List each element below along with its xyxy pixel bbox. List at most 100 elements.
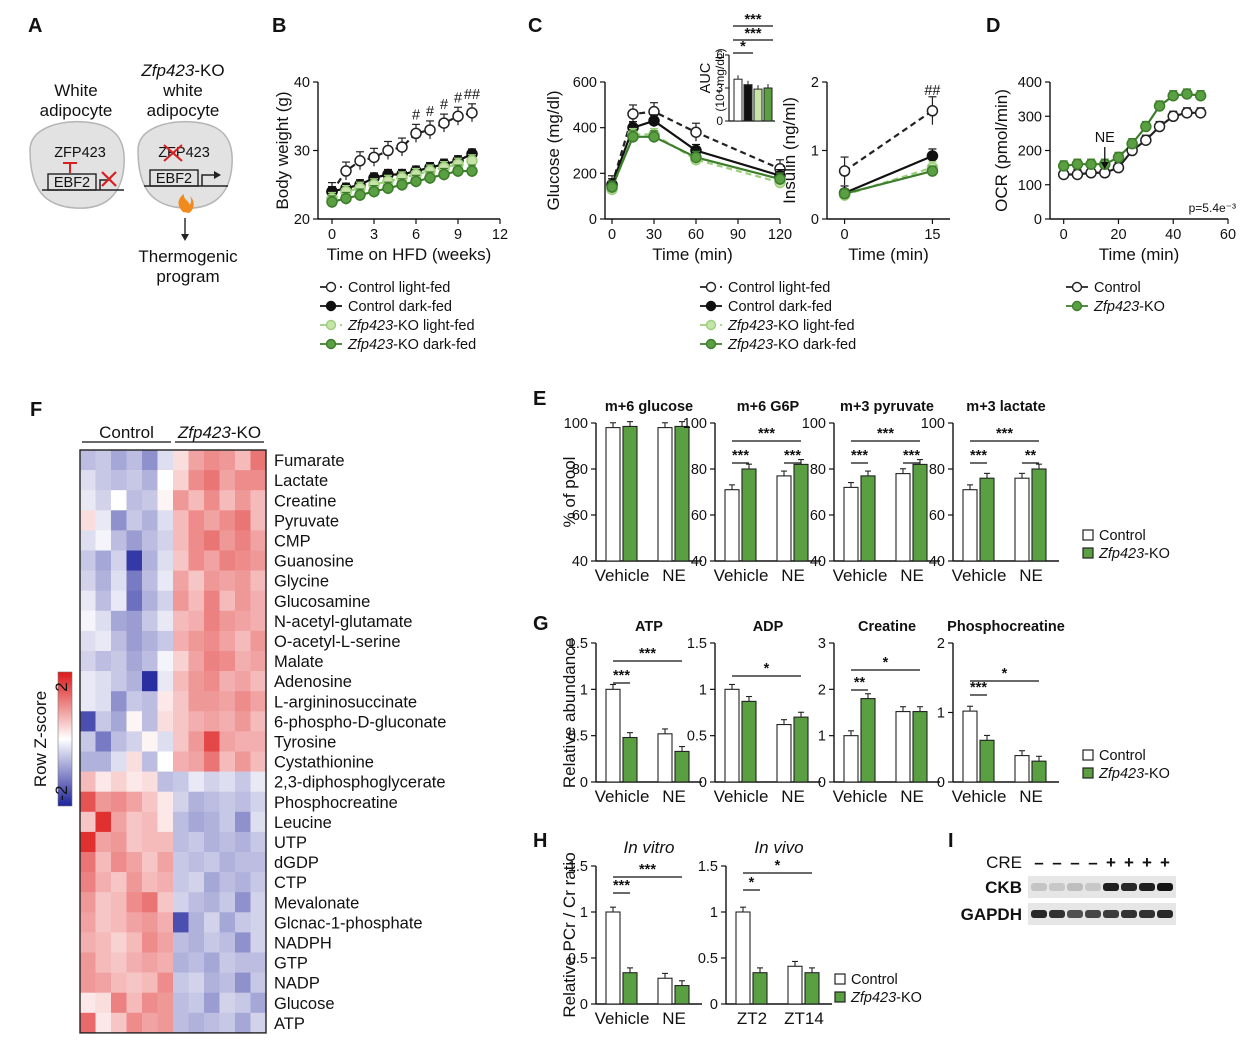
g1-subpanel-title: ATP [635,619,663,635]
block-cross-icon [101,171,117,187]
b-data-point [438,117,450,129]
g1-category-label: NE [662,787,686,806]
e4-significance-stars: ** [1025,448,1037,464]
e4-significance-stars: *** [996,426,1013,442]
h1-y-tick-label: 0 [580,997,588,1013]
heatmap-cell [126,912,143,933]
g4-bar [979,739,995,783]
e4-y-tick-label: 100 [921,416,945,432]
heatmap-cell [219,671,236,692]
b-significance-hash: # [454,90,462,106]
heatmap-cell [173,691,189,712]
panel-a-schematic: White adipocyte Zfp423-KO white adipocyt… [29,61,238,286]
heatmap-cell [188,771,205,792]
c1-x-tick-label: 90 [730,227,746,243]
heatmap-cell [173,630,189,652]
panel-label-a: A [28,15,42,37]
b-data-point [382,182,394,194]
c2-significance-hash: ## [924,83,940,99]
heatmap-cell [95,490,112,511]
d-legend-label-text: Control [1094,280,1141,296]
heatmap-cell [80,731,96,752]
heatmap-cell [250,630,267,652]
d-data-point [1126,137,1138,150]
heatmap-cell [235,1012,251,1034]
colorbar-tick-max: 2 [52,682,71,691]
heatmap-cell [173,831,189,853]
d-legend-label: Zfp423-KO [1093,299,1165,315]
b-data-point [410,127,422,140]
heatmap-cell [80,711,96,732]
heatmap-cell [204,450,220,471]
heatmap-cell [219,751,236,772]
d-ne-annotation: NE [1095,130,1115,146]
i-band [1049,883,1065,891]
b-data-point [452,165,464,177]
heatmap-cell [204,630,220,652]
c1-x-axis-label: Time (min) [652,245,733,264]
g-legend-swatch [1082,767,1094,779]
heatmap-row-label: GTP [274,955,308,973]
heatmap-cell [157,671,174,692]
e3-bar [860,475,876,562]
b-data-point [466,107,478,119]
heatmap-cell [204,952,220,973]
heatmap-cell [80,590,96,612]
e1-y-tick-label: 40 [572,554,588,570]
h2-bar [735,911,751,1005]
ko-adipocyte-title-2: white [162,81,203,100]
heatmap-cell [204,691,220,712]
c1-data-point [648,131,660,143]
e4-category-label: NE [1019,566,1043,585]
e3-y-tick-label: 60 [810,508,826,524]
heatmap-row-label: N-acetyl-glutamate [274,613,412,631]
i-band [1067,883,1083,891]
c2-series-line [843,109,934,172]
b-data-point [368,185,380,198]
heatmap-cell [173,470,189,491]
heatmap-cell [204,530,220,551]
e1-subpanel-title: m+6 glucose [605,399,693,415]
h1-category-label: Vehicle [595,1009,650,1028]
i-lane-sign: – [1034,853,1043,872]
h-legend-swatch [834,973,846,985]
heatmap-cell [173,510,189,531]
c1-data-point [648,115,660,127]
h-legend-swatch [834,991,846,1003]
e-legend-label-text: -KO [1144,546,1170,562]
c1-data-point [690,126,702,138]
b-data-point [452,110,464,122]
heatmap-cell [126,992,143,1014]
heatmap-cell [204,791,220,813]
d-data-point [1153,120,1166,133]
heatmap-cell [219,912,236,933]
e2-bar [741,468,757,562]
b-legend-label-text: -KO light-fed [393,318,474,334]
b-x-tick-label: 3 [370,227,378,243]
i-lane-sign: – [1088,853,1097,872]
g3-bar [860,698,876,783]
g2-subpanel-title: ADP [753,619,784,635]
g1-bar [674,750,690,783]
heatmap-cell [204,831,220,853]
c1-data-point [690,151,702,164]
heatmap-cell [235,450,251,471]
heatmap-cell [157,691,174,712]
heatmap-cell [111,972,127,993]
ko-ebf2-gene-label: EBF2 [156,171,192,187]
heatmap-cell [80,651,96,672]
e1-bar [674,425,690,562]
heatmap-cell [80,530,96,551]
heatmap-cell [157,952,174,973]
heatmap-border [79,449,267,1034]
heatmap-cell [126,811,143,833]
heatmap-cell [157,610,174,632]
heatmap-group-ko: Zfp423-KO [177,423,261,442]
b-data-point [340,165,352,177]
heatmap-cell [219,852,236,873]
h-subpanel-title: In vitro [623,838,674,857]
g-legend-label-text: Control [1099,748,1146,764]
e4-bar [962,489,978,562]
heatmap-cell [250,470,267,491]
heatmap-cell [235,651,251,672]
